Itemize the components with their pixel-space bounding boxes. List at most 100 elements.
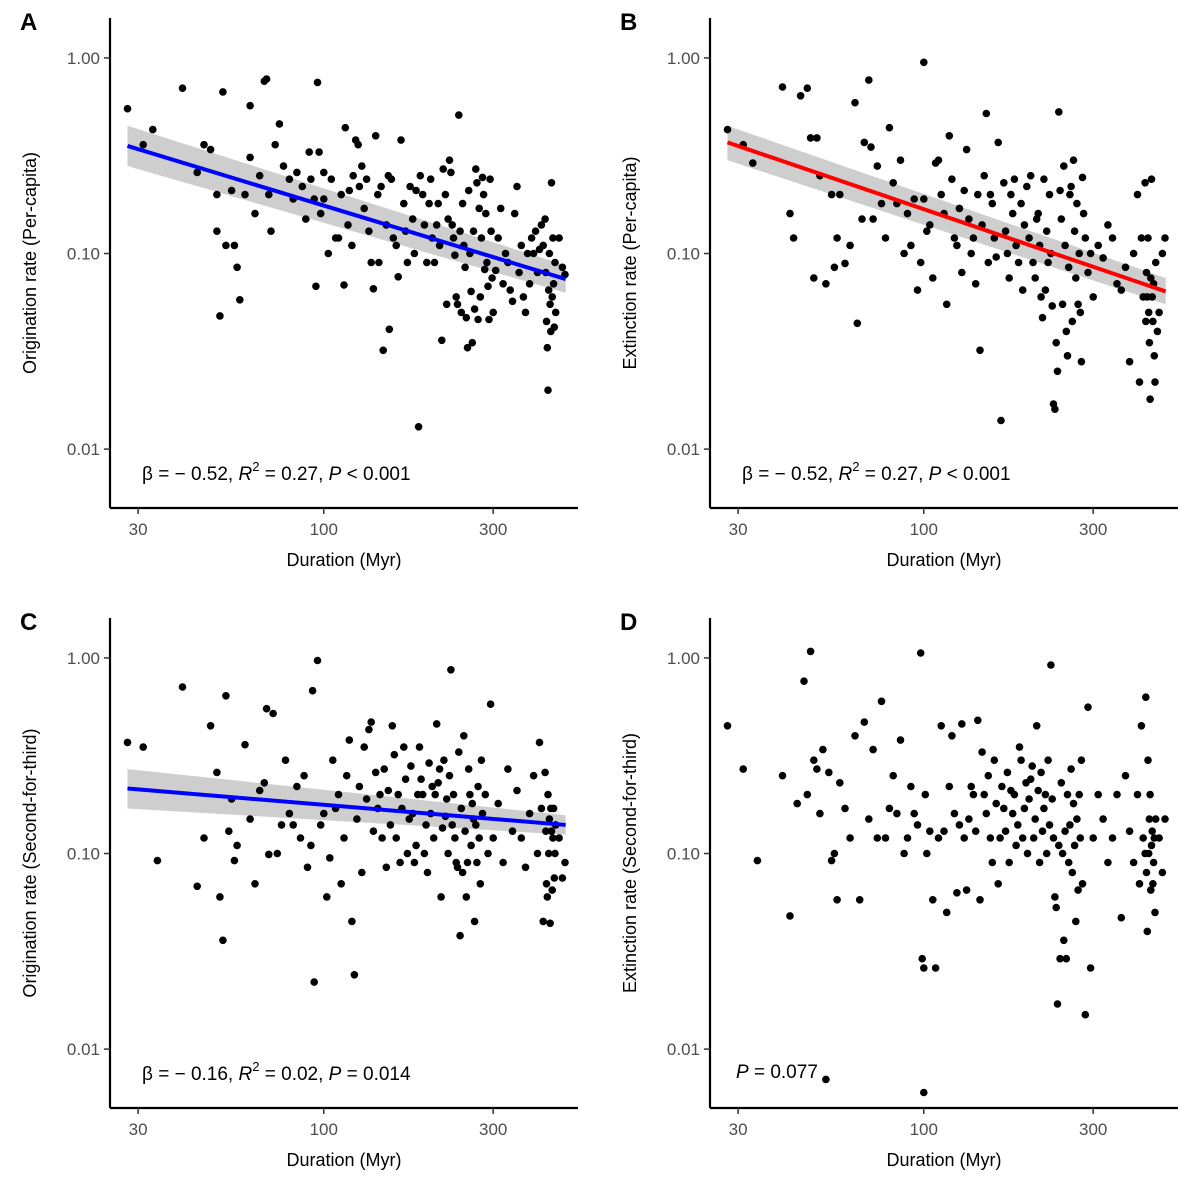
data-point: [200, 834, 208, 842]
data-point: [472, 821, 480, 829]
panel-label: C: [20, 609, 37, 636]
data-point: [442, 300, 451, 309]
data-point: [417, 775, 425, 783]
y-tick-label: 0.10: [667, 845, 700, 864]
data-point: [1070, 227, 1079, 235]
data-point: [1057, 779, 1066, 787]
data-point: [298, 182, 307, 191]
data-point: [193, 168, 201, 177]
data-point: [903, 834, 912, 842]
data-point: [813, 765, 821, 773]
data-point: [958, 720, 966, 728]
data-point: [558, 874, 567, 882]
data-point: [123, 738, 132, 747]
data-point: [796, 92, 805, 100]
data-point: [403, 258, 412, 267]
data-point: [778, 83, 787, 91]
data-point: [323, 893, 331, 901]
data-point: [1047, 661, 1055, 669]
data-point: [453, 300, 462, 309]
data-point: [793, 799, 801, 808]
data-point: [1141, 179, 1149, 187]
data-point: [1056, 186, 1064, 195]
data-point: [1029, 258, 1037, 267]
data-point: [310, 978, 319, 986]
data-point: [992, 799, 1000, 808]
data-point: [457, 804, 466, 813]
data-point: [1137, 234, 1146, 242]
data-point: [998, 782, 1006, 791]
data-point: [1161, 815, 1169, 823]
data-point: [836, 779, 844, 787]
data-point: [1069, 799, 1078, 808]
data-point: [967, 249, 975, 258]
data-point: [525, 809, 534, 818]
data-point: [225, 827, 233, 835]
data-point: [350, 971, 359, 979]
data-point: [473, 858, 481, 867]
data-point: [1023, 849, 1032, 858]
data-point: [426, 175, 435, 183]
data-point: [1144, 756, 1152, 764]
data-point: [1017, 199, 1025, 208]
data-point: [358, 162, 366, 170]
x-tick-label: 300: [1079, 520, 1107, 539]
data-point: [435, 765, 444, 773]
data-point: [430, 258, 439, 267]
y-tick-label: 1.00: [667, 649, 700, 668]
data-point: [546, 300, 554, 309]
data-point: [271, 140, 280, 149]
data-point: [1042, 849, 1051, 858]
data-point: [549, 280, 558, 288]
data-point: [950, 234, 959, 242]
data-point: [494, 799, 503, 808]
data-point: [476, 880, 485, 888]
data-point: [1048, 795, 1056, 803]
data-point: [1073, 815, 1081, 823]
data-point: [1108, 234, 1117, 242]
data-point: [1066, 190, 1074, 199]
data-point: [833, 234, 841, 242]
data-point: [153, 856, 162, 865]
data-point: [1056, 954, 1064, 963]
data-point: [279, 162, 288, 170]
data-point: [926, 827, 934, 835]
data-point: [533, 849, 542, 858]
data-point: [945, 782, 954, 791]
data-point: [324, 249, 333, 258]
data-point: [1142, 693, 1150, 701]
data-point: [464, 186, 473, 195]
data-point: [1041, 286, 1050, 294]
annotation-p-label: P: [736, 1062, 749, 1083]
data-point: [449, 790, 458, 799]
data-point: [449, 234, 458, 242]
data-point: [1072, 274, 1080, 282]
data-point: [907, 241, 915, 250]
data-point: [800, 677, 808, 685]
data-point: [1076, 834, 1085, 842]
data-point: [982, 109, 991, 118]
data-point: [489, 834, 498, 842]
data-point: [467, 287, 475, 296]
data-point: [1034, 786, 1042, 795]
data-point: [544, 286, 553, 294]
data-point: [476, 293, 485, 301]
data-point: [1031, 815, 1039, 823]
data-point: [412, 186, 420, 195]
data-point: [1035, 858, 1044, 867]
data-point: [178, 84, 187, 92]
data-point: [1161, 234, 1169, 242]
data-point: [942, 908, 951, 917]
data-point: [786, 912, 794, 920]
data-point: [825, 768, 833, 777]
data-point: [456, 227, 464, 235]
data-point: [499, 280, 507, 288]
data-point: [1044, 258, 1052, 267]
data-point: [869, 215, 877, 223]
data-point: [1147, 886, 1155, 894]
data-point: [561, 858, 569, 867]
data-point: [486, 700, 495, 708]
data-point: [1072, 917, 1080, 926]
data-point: [316, 209, 325, 218]
data-point: [386, 821, 395, 829]
